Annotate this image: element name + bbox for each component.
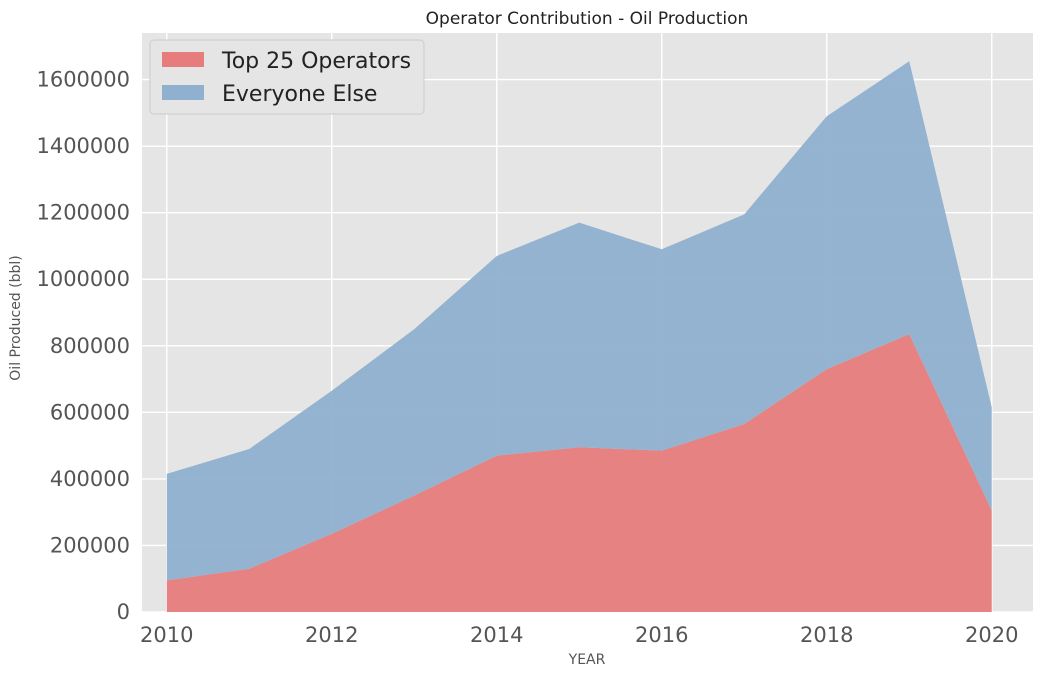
y-tick-label: 200000 bbox=[50, 533, 130, 557]
x-axis-label: YEAR bbox=[568, 652, 606, 668]
x-tick-labels: 2010 2012 2014 2016 2018 2020 bbox=[140, 623, 1018, 647]
legend-label-2: Everyone Else bbox=[222, 82, 377, 107]
x-tick-label: 2010 bbox=[140, 623, 193, 647]
legend: Top 25 Operators Everyone Else bbox=[149, 39, 425, 115]
y-tick-label: 1000000 bbox=[36, 267, 130, 291]
y-tick-label: 600000 bbox=[50, 400, 130, 424]
y-tick-label: 1400000 bbox=[36, 134, 130, 158]
legend-label-1: Top 25 Operators bbox=[221, 49, 411, 74]
x-tick-label: 2012 bbox=[305, 623, 358, 647]
chart-title: Operator Contribution - Oil Production bbox=[426, 9, 749, 29]
area-series-2 bbox=[166, 61, 992, 581]
legend-swatch-2 bbox=[162, 85, 204, 100]
x-tick-label: 2020 bbox=[965, 623, 1018, 647]
area-series bbox=[166, 61, 992, 612]
x-tick-label: 2014 bbox=[470, 623, 523, 647]
legend-frame bbox=[149, 39, 425, 115]
y-tick-label: 0 bbox=[117, 600, 130, 624]
y-tick-labels: 0 200000 400000 600000 800000 1000000 1200000 1… bbox=[36, 68, 130, 624]
y-tick-label: 400000 bbox=[50, 467, 130, 491]
y-tick-label: 800000 bbox=[50, 334, 130, 358]
x-tick-label: 2018 bbox=[800, 623, 853, 647]
legend-swatch-1 bbox=[162, 52, 204, 67]
y-tick-label: 1600000 bbox=[36, 68, 130, 92]
y-axis-label: Oil Produced (bbl) bbox=[8, 255, 24, 380]
area-series-1 bbox=[166, 334, 992, 612]
y-tick-label: 1200000 bbox=[36, 201, 130, 225]
x-tick-label: 2016 bbox=[635, 623, 688, 647]
